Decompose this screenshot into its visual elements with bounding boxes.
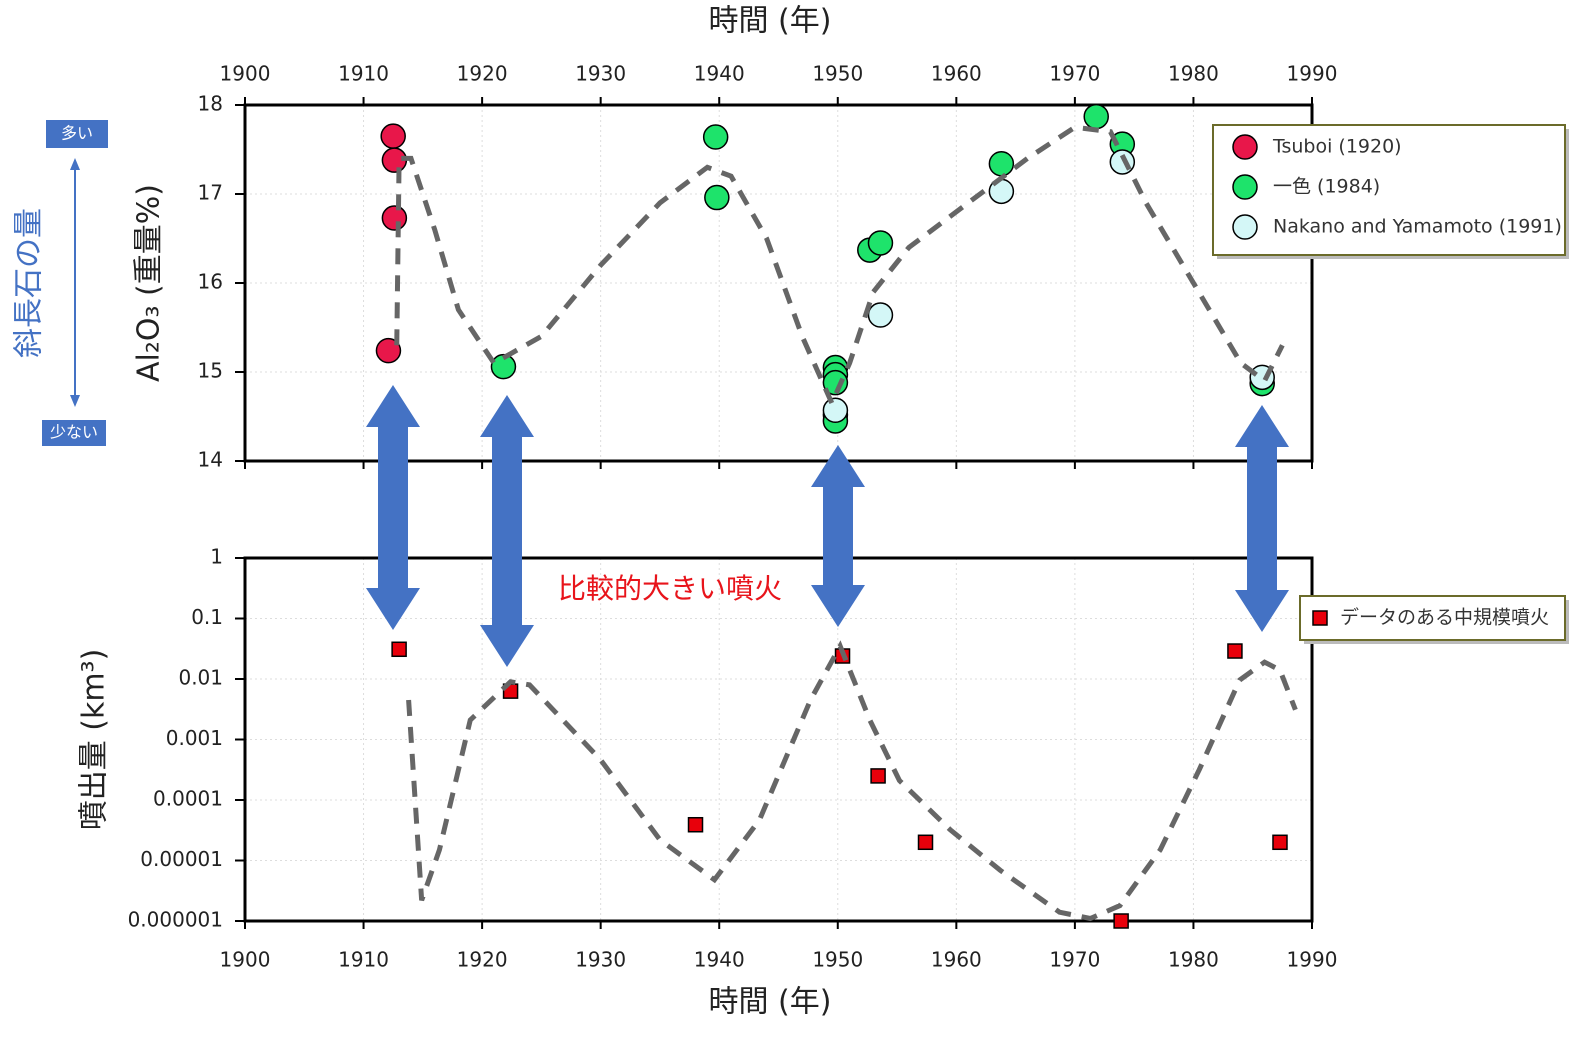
point [1083, 103, 1109, 130]
x-tick-label: 1940 [694, 948, 745, 972]
point [391, 641, 407, 658]
legend-label: データのある中規模噴火 [1340, 607, 1549, 629]
y-axis-title: 噴出量 (km³) [77, 649, 112, 831]
y-tick-label: 0.1 [191, 605, 223, 629]
point [490, 353, 517, 380]
y-axis-title: Al₂O₃ (重量%) [132, 184, 167, 382]
y-tick-label: 16 [198, 270, 223, 294]
x-tick-label: 1960 [931, 948, 982, 972]
y-tick-label: 17 [198, 181, 223, 205]
point [704, 184, 730, 211]
x-tick-label: 1930 [575, 948, 626, 972]
point [702, 124, 729, 150]
x-axis-title: 時間 (年) [709, 985, 832, 1020]
x-tick-label: 1970 [1049, 948, 1100, 972]
side-high: 多い [61, 124, 93, 143]
point [822, 369, 849, 396]
y-tick-label: 18 [198, 92, 223, 116]
y-tick-label: 0.000001 [128, 908, 223, 932]
x-tick-label: 1970 [1049, 62, 1100, 86]
plot-frame [243, 103, 1314, 463]
legend-marker [1232, 134, 1258, 160]
double-arrow [480, 395, 534, 667]
y-tick-label: 1 [210, 545, 223, 569]
point [870, 768, 886, 784]
legend-marker [1232, 174, 1258, 200]
trend-line [394, 124, 1285, 410]
y-tick-label: 0.00001 [140, 847, 223, 871]
point [988, 150, 1015, 177]
legend-label: 一色 (1984) [1273, 176, 1380, 198]
point [917, 834, 934, 851]
x-tick-label: 1920 [457, 62, 508, 86]
point [1109, 149, 1136, 175]
annotation: 比較的大きい噴火 [558, 572, 782, 605]
y-tick-label: 0.001 [166, 726, 223, 750]
double-arrow [811, 445, 865, 627]
x-tick-label: 1900 [220, 948, 271, 972]
plot-frame [243, 556, 1314, 923]
y-tick-label: 0.01 [178, 666, 223, 690]
x-tick-label: 1950 [812, 62, 863, 86]
trend-line [406, 640, 1298, 922]
point [1272, 834, 1288, 851]
point [381, 205, 408, 231]
legend-marker [1232, 214, 1258, 240]
x-tick-label: 1950 [812, 948, 863, 972]
x-tick-label: 1980 [1168, 62, 1219, 86]
side-label: 斜長石の量 [12, 208, 47, 358]
point [867, 230, 894, 256]
x-axis-title: 時間 (年) [709, 4, 832, 39]
legend-marker [1312, 610, 1328, 626]
x-tick-label: 1960 [931, 62, 982, 86]
label-box [46, 120, 108, 148]
y-tick-label: 0.0001 [153, 787, 223, 811]
point [687, 816, 704, 833]
y-tick-label: 14 [198, 448, 223, 472]
x-tick-label: 1990 [1287, 948, 1338, 972]
x-tick-label: 1910 [338, 62, 389, 86]
side-arrow-head [70, 395, 80, 407]
label-box [42, 420, 106, 446]
x-tick-label: 1900 [220, 62, 271, 86]
point [1227, 643, 1243, 659]
x-tick-label: 1990 [1287, 62, 1338, 86]
double-arrow [366, 385, 420, 630]
legend-box [1212, 124, 1566, 256]
point [380, 123, 406, 149]
legend-label: Nakano and Yamamoto (1991) [1273, 216, 1562, 238]
x-tick-label: 1980 [1168, 948, 1219, 972]
x-tick-label: 1930 [575, 62, 626, 86]
legend-label: Tsuboi (1920) [1272, 136, 1402, 158]
x-tick-label: 1940 [694, 62, 745, 86]
side-low: 少ない [50, 423, 98, 442]
point [867, 302, 894, 328]
x-tick-label: 1920 [457, 948, 508, 972]
point [822, 397, 849, 424]
y-tick-label: 15 [198, 359, 223, 383]
double-arrow [1235, 405, 1289, 632]
x-tick-label: 1910 [338, 948, 389, 972]
legend-box [1299, 595, 1566, 641]
point [1113, 913, 1129, 929]
side-arrow-head [70, 158, 80, 170]
